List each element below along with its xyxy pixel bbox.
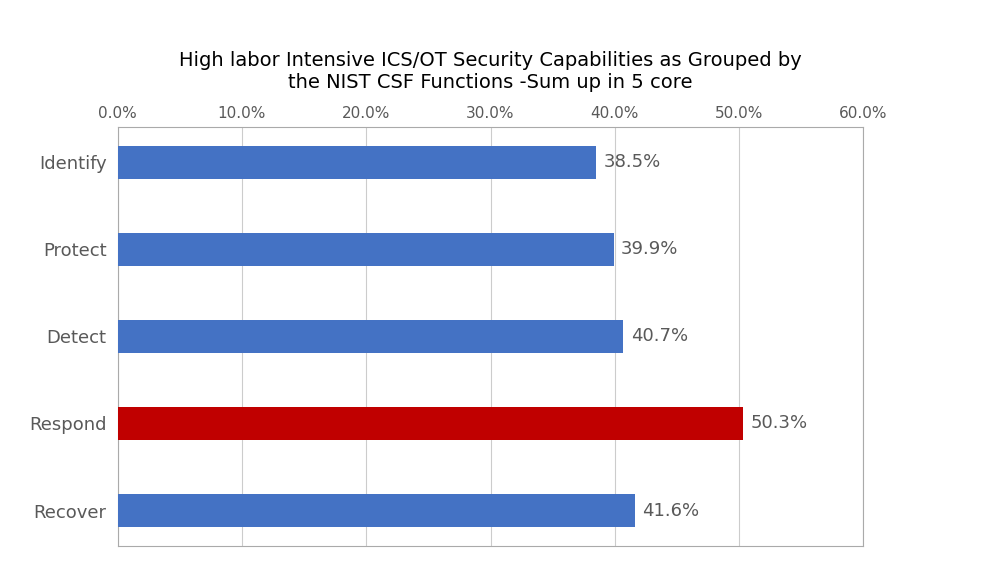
Bar bbox=[118, 233, 613, 266]
Text: 41.6%: 41.6% bbox=[643, 501, 699, 520]
Bar bbox=[118, 494, 635, 527]
Text: 40.7%: 40.7% bbox=[631, 327, 688, 346]
Text: 38.5%: 38.5% bbox=[603, 153, 661, 171]
Text: 50.3%: 50.3% bbox=[750, 415, 807, 432]
Title: High labor Intensive ICS/OT Security Capabilities as Grouped by
the NIST CSF Fun: High labor Intensive ICS/OT Security Cap… bbox=[180, 51, 801, 91]
Bar bbox=[118, 145, 596, 179]
Text: 39.9%: 39.9% bbox=[621, 240, 678, 258]
Bar bbox=[118, 407, 743, 440]
Bar bbox=[118, 320, 624, 353]
